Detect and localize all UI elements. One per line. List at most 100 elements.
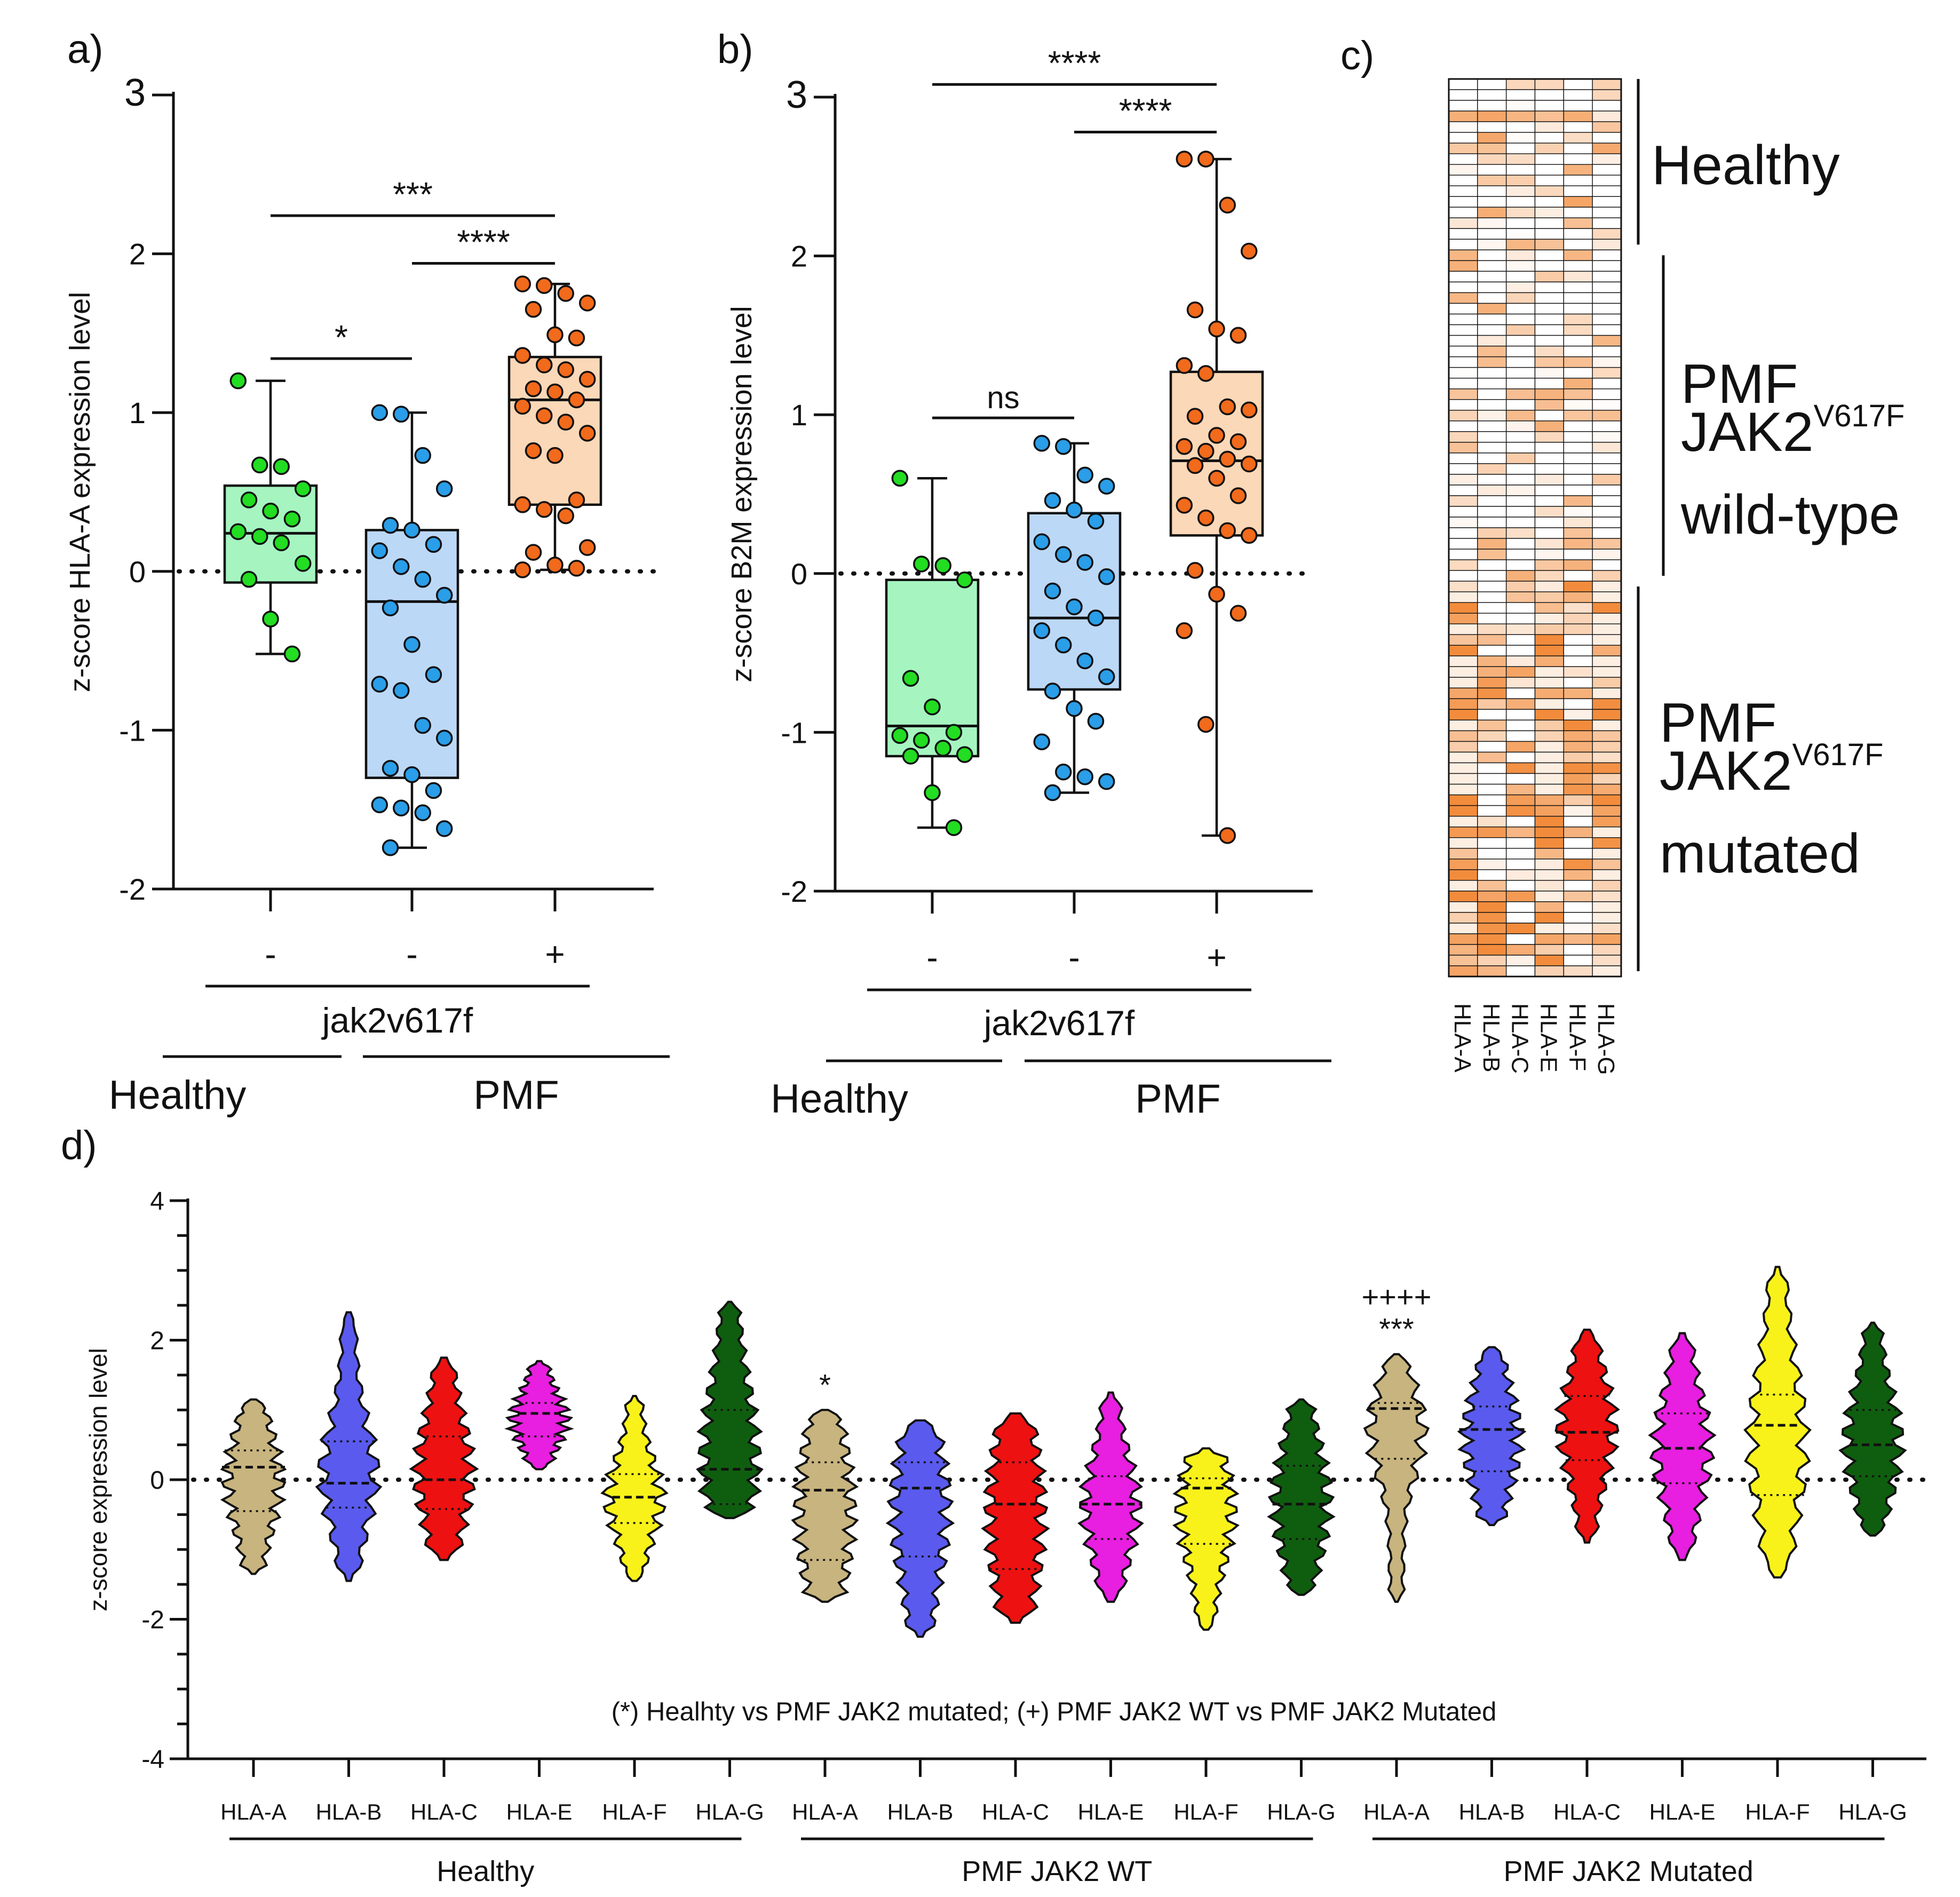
heatmap-cell bbox=[1534, 292, 1565, 304]
heatmap-cell bbox=[1477, 559, 1507, 571]
heatmap-cell bbox=[1592, 335, 1622, 347]
heatmap-cell bbox=[1592, 912, 1622, 924]
heatmap-cell bbox=[1534, 442, 1565, 454]
heatmap-cell bbox=[1448, 410, 1478, 422]
heatmap-cell bbox=[1592, 388, 1622, 400]
data-point bbox=[924, 784, 941, 801]
data-point bbox=[371, 542, 388, 559]
heatmap-cell bbox=[1563, 335, 1593, 347]
heatmap-cell bbox=[1448, 901, 1478, 913]
heatmap-cell bbox=[1448, 281, 1478, 293]
heatmap-cell bbox=[1448, 677, 1478, 689]
heatmap-cell bbox=[1477, 431, 1507, 443]
heatmap-column-label: HLA-E bbox=[1535, 1003, 1561, 1073]
heatmap-cell bbox=[1534, 324, 1565, 336]
data-point bbox=[1186, 408, 1204, 425]
data-point bbox=[435, 729, 453, 747]
heatmap-cell bbox=[1563, 324, 1593, 336]
heatmap-cell bbox=[1477, 645, 1507, 656]
heatmap-cell bbox=[1505, 196, 1536, 208]
heatmap-cell bbox=[1563, 196, 1593, 208]
heatmap-cell bbox=[1505, 217, 1536, 229]
heatmap-cell bbox=[1534, 228, 1565, 240]
heatmap-cell bbox=[1448, 794, 1478, 806]
x-category-label: HLA-A bbox=[792, 1799, 858, 1824]
heatmap-cell bbox=[1563, 174, 1593, 186]
violin-body bbox=[791, 1409, 859, 1603]
data-point bbox=[1229, 327, 1247, 344]
heatmap-cell bbox=[1477, 292, 1507, 304]
heatmap-cell bbox=[1563, 794, 1593, 806]
heatmap-cell bbox=[1448, 442, 1478, 454]
heatmap-cell bbox=[1448, 559, 1478, 571]
data-point bbox=[1219, 450, 1236, 468]
heatmap-cell bbox=[1534, 388, 1565, 400]
heatmap-cell bbox=[1592, 655, 1622, 668]
heatmap-cell bbox=[1534, 153, 1565, 165]
heatmap-group-label: JAK2V617F bbox=[1660, 737, 1883, 802]
data-point bbox=[1219, 827, 1236, 844]
heatmap-cell bbox=[1563, 805, 1593, 817]
y-tick-label: -2 bbox=[119, 872, 146, 906]
heatmap-cell bbox=[1563, 281, 1593, 293]
heatmap-cell bbox=[1563, 880, 1593, 892]
panel-label-d: d) bbox=[61, 1123, 97, 1168]
heatmap-cell bbox=[1534, 132, 1565, 144]
data-point bbox=[403, 636, 420, 653]
violin-6 bbox=[696, 1300, 764, 1519]
x-category-label: HLA-G bbox=[695, 1799, 764, 1824]
heatmap-cell bbox=[1534, 89, 1565, 101]
heatmap-cell bbox=[1448, 581, 1478, 592]
heatmap-cell bbox=[1534, 826, 1565, 838]
heatmap-cell bbox=[1563, 709, 1593, 721]
heatmap-cell bbox=[1448, 687, 1478, 700]
y-tick-label: 0 bbox=[150, 1466, 164, 1495]
violin-8 bbox=[885, 1419, 955, 1638]
data-point bbox=[1098, 668, 1115, 685]
heatmap-cell bbox=[1505, 741, 1536, 753]
heatmap-cell bbox=[1563, 527, 1593, 539]
heatmap-cell bbox=[1448, 591, 1478, 603]
box-1 bbox=[223, 372, 318, 663]
data-point bbox=[514, 347, 531, 364]
data-point bbox=[546, 326, 564, 344]
violin-body bbox=[1363, 1353, 1430, 1603]
x-category-label: HLA-C bbox=[982, 1799, 1049, 1824]
heatmap-cell bbox=[1592, 495, 1622, 507]
heatmap-cell bbox=[1592, 773, 1622, 785]
heatmap-cell bbox=[1592, 345, 1622, 358]
heatmap-cell bbox=[1592, 185, 1622, 197]
heatmap-cell bbox=[1448, 880, 1478, 892]
x-category-label: HLA-F bbox=[602, 1799, 666, 1824]
heatmap-cell bbox=[1592, 207, 1622, 219]
heatmap-cell bbox=[1505, 78, 1536, 90]
box-3 bbox=[1169, 150, 1264, 844]
heatmap-cell bbox=[1448, 335, 1478, 347]
heatmap-cell bbox=[1505, 869, 1536, 881]
heatmap-cell bbox=[1592, 698, 1622, 710]
heatmap-cell bbox=[1505, 944, 1536, 956]
significance-label: **** bbox=[1119, 91, 1172, 130]
heatmap-cell bbox=[1534, 848, 1565, 860]
heatmap-cell bbox=[1448, 613, 1478, 624]
heatmap-cell bbox=[1477, 249, 1507, 261]
violin-12 bbox=[1267, 1398, 1336, 1596]
heatmap-cell bbox=[1505, 687, 1536, 700]
heatmap-cell bbox=[1505, 132, 1536, 144]
heatmap-cell bbox=[1592, 217, 1622, 229]
heatmap-cell bbox=[1534, 538, 1565, 550]
heatmap-cell bbox=[1477, 591, 1507, 603]
violin-body bbox=[1743, 1266, 1812, 1579]
heatmap-cell bbox=[1505, 613, 1536, 624]
group-label: PMF JAK2 Mutated bbox=[1504, 1855, 1753, 1887]
violin-body bbox=[504, 1360, 574, 1471]
heatmap-cell bbox=[1534, 869, 1565, 881]
data-point bbox=[945, 724, 963, 741]
data-point bbox=[1229, 605, 1247, 622]
heatmap-cell bbox=[1534, 687, 1565, 700]
heatmap-cell bbox=[1563, 955, 1593, 966]
heatmap-cell bbox=[1592, 677, 1622, 689]
heatmap-cell bbox=[1505, 89, 1536, 101]
heatmap-cell bbox=[1563, 313, 1593, 326]
data-point bbox=[1044, 682, 1061, 700]
